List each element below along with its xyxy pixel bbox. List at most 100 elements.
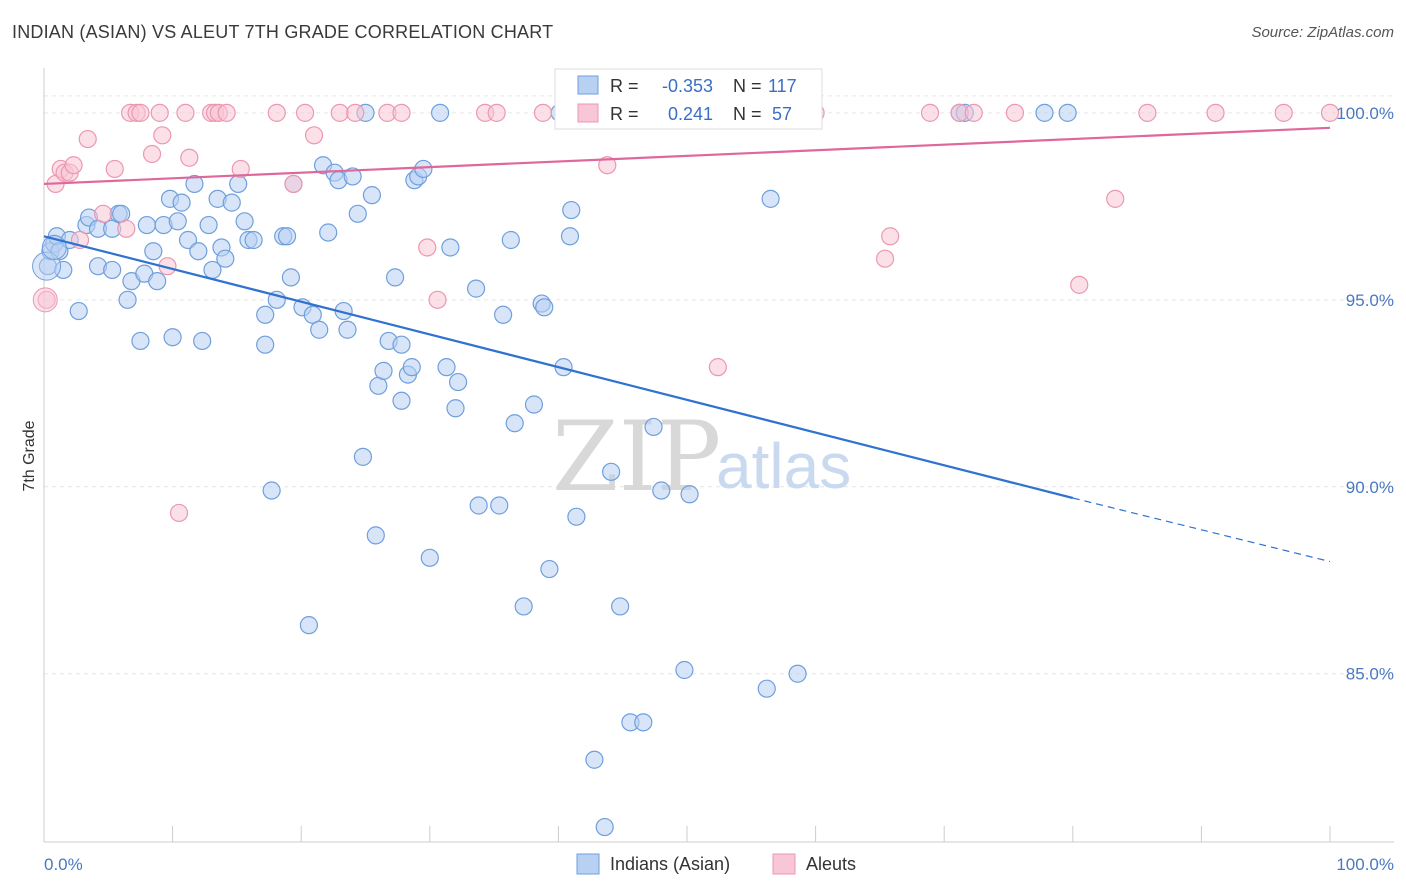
indians-asian-point-107 bbox=[652, 481, 671, 500]
aleuts-point-37 bbox=[487, 103, 506, 122]
stats-swatch-pink bbox=[577, 103, 599, 123]
indians-asian-point-20 bbox=[137, 215, 156, 235]
aleuts-point-8 bbox=[94, 204, 113, 223]
watermark-atlas: atlas bbox=[716, 430, 851, 502]
indians-asian-point-30 bbox=[189, 242, 208, 261]
aleuts-point-46 bbox=[881, 227, 900, 246]
indians-asian-point-82 bbox=[448, 372, 468, 392]
indians-asian-point-65 bbox=[366, 526, 385, 545]
trend-line-aleuts bbox=[43, 126, 1331, 186]
aleuts-point-53 bbox=[1138, 103, 1157, 122]
y-tick-label-3: 100.0% bbox=[1336, 104, 1394, 123]
series-aleuts bbox=[32, 103, 1340, 523]
indians-asian-point-41 bbox=[244, 230, 263, 250]
indians-asian-point-109 bbox=[680, 485, 699, 504]
aleuts-point-10 bbox=[117, 219, 136, 238]
indians-asian-point-37 bbox=[222, 193, 241, 212]
indians-asian-point-111 bbox=[761, 189, 780, 208]
indians-asian-point-48 bbox=[281, 268, 301, 287]
aleuts-cluster-0 bbox=[32, 287, 58, 313]
watermark: ZIP atlas bbox=[552, 401, 851, 513]
indians-asian-point-108 bbox=[675, 660, 694, 680]
indians-asian-point-99 bbox=[585, 750, 604, 769]
trend-lines bbox=[43, 126, 1331, 563]
aleuts-point-16 bbox=[153, 126, 172, 145]
indians-asian-point-25 bbox=[163, 328, 182, 347]
indians-asian-point-42 bbox=[256, 305, 275, 324]
y-tick-label-1: 90.0% bbox=[1346, 478, 1394, 497]
indians-asian-point-71 bbox=[392, 335, 411, 354]
aleuts-point-34 bbox=[418, 238, 437, 257]
legend: Indians (Asian) Aleuts bbox=[576, 853, 856, 875]
indians-asian-point-102 bbox=[611, 597, 630, 616]
indians-asian-point-36 bbox=[216, 249, 235, 268]
indians-asian-point-116 bbox=[1058, 103, 1077, 122]
series-indians-asian bbox=[32, 103, 1077, 837]
indians-asian-point-92 bbox=[535, 298, 554, 317]
stats-blue-n-label: N = bbox=[733, 76, 762, 96]
aleuts-point-33 bbox=[392, 103, 411, 122]
indians-asian-point-93 bbox=[540, 559, 559, 579]
stats-blue-r-value: -0.353 bbox=[662, 76, 713, 96]
indians-asian-point-21 bbox=[144, 242, 163, 261]
indians-asian-point-106 bbox=[644, 417, 663, 437]
aleuts-point-38 bbox=[533, 103, 553, 122]
indians-asian-point-22 bbox=[148, 272, 167, 291]
indians-asian-point-43 bbox=[256, 335, 275, 354]
aleuts-point-26 bbox=[267, 103, 286, 122]
y-tick-label-2: 95.0% bbox=[1346, 291, 1394, 310]
indians-asian-point-28 bbox=[178, 230, 198, 250]
aleuts-point-49 bbox=[964, 103, 983, 122]
aleuts-point-51 bbox=[1070, 275, 1089, 294]
indians-asian-point-7 bbox=[69, 301, 88, 321]
legend-label-indians-asian: Indians (Asian) bbox=[610, 854, 730, 874]
indians-asian-point-55 bbox=[319, 223, 338, 242]
stats-blue-r-label: R = bbox=[610, 76, 639, 96]
trend-line-indians-asian-extension bbox=[1072, 497, 1331, 563]
indians-asian-point-18 bbox=[131, 331, 150, 351]
indians-asian-point-39 bbox=[235, 212, 254, 231]
legend-swatch-indians-asian bbox=[576, 853, 600, 875]
stats-box-frame bbox=[554, 68, 823, 130]
legend-label-aleuts: Aleuts bbox=[806, 854, 856, 874]
y-axis-label: 7th Grade bbox=[21, 420, 38, 491]
stats-swatch-blue bbox=[577, 75, 599, 95]
stats-pink-n-label: N = bbox=[733, 104, 762, 124]
aleuts-point-15 bbox=[150, 103, 169, 122]
aleuts-point-50 bbox=[1005, 103, 1025, 122]
aleuts-point-52 bbox=[1106, 189, 1125, 208]
y-tick-labels: 85.0% 90.0% 95.0% 100.0% bbox=[1336, 104, 1394, 684]
aleuts-point-18 bbox=[169, 503, 189, 523]
indians-asian-point-62 bbox=[353, 447, 373, 466]
aleuts-point-28 bbox=[295, 103, 315, 122]
indians-asian-point-98 bbox=[567, 507, 586, 526]
trend-line-indians-asian bbox=[43, 235, 1074, 500]
aleuts-point-29 bbox=[304, 126, 324, 145]
indians-asian-point-73 bbox=[402, 358, 421, 377]
aleuts-point-45 bbox=[875, 249, 895, 268]
indians-asian-point-16 bbox=[118, 290, 137, 309]
indians-asian-point-97 bbox=[562, 200, 581, 220]
indians-asian-point-26 bbox=[168, 212, 187, 231]
aleuts-point-30 bbox=[330, 103, 349, 122]
indians-asian-point-76 bbox=[414, 159, 433, 179]
indians-asian-point-31 bbox=[193, 331, 212, 351]
indians-asian-point-13 bbox=[103, 260, 122, 280]
indians-asian-point-101 bbox=[602, 462, 621, 481]
indians-asian-point-89 bbox=[514, 597, 533, 616]
indians-asian-point-115 bbox=[1035, 103, 1054, 122]
aleuts-point-31 bbox=[346, 103, 365, 122]
indians-asian-point-67 bbox=[374, 361, 393, 380]
aleuts-point-5 bbox=[64, 156, 83, 175]
axes bbox=[43, 68, 1394, 843]
indians-asian-point-84 bbox=[469, 496, 488, 515]
indians-asian-point-38 bbox=[229, 174, 248, 194]
indians-asian-point-53 bbox=[310, 320, 329, 339]
indians-asian-point-96 bbox=[560, 227, 580, 246]
indians-asian-point-110 bbox=[757, 679, 776, 698]
indians-asian-point-83 bbox=[466, 279, 486, 298]
indians-asian-point-44 bbox=[262, 481, 281, 500]
aleuts-point-25 bbox=[231, 159, 250, 179]
indians-asian-point-78 bbox=[430, 103, 450, 122]
x-tick-label-min: 0.0% bbox=[44, 855, 83, 874]
